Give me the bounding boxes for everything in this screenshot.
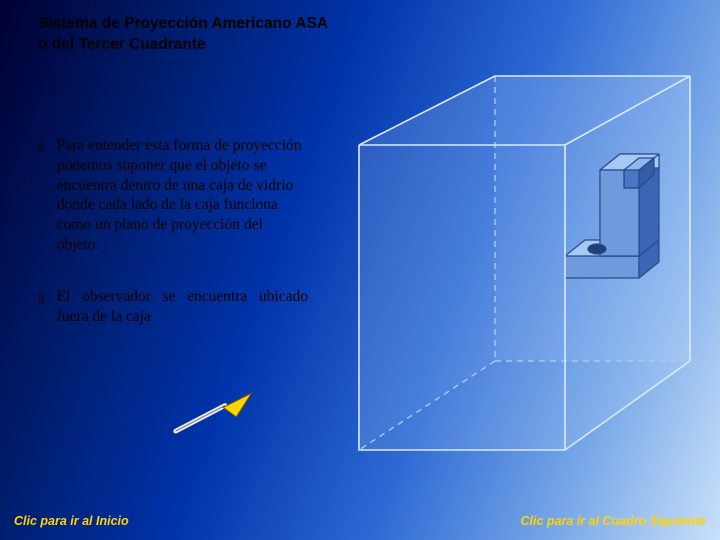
bullet-list: § Para entender esta forma de proyección…	[38, 136, 308, 359]
projection-box-diagram	[347, 70, 702, 470]
bullet-item: § Para entender esta forma de proyección…	[38, 136, 308, 255]
slide-title: Sistema de Proyección Americano ASAo del…	[38, 14, 328, 56]
box-hidden-edges	[359, 76, 690, 450]
box-bottom-panel	[359, 361, 690, 450]
bullet-item: § El observador se encuentra ubicado fue…	[38, 287, 308, 327]
bullet-marker-icon: §	[38, 136, 45, 255]
object-hole	[588, 244, 606, 254]
box-back-panel	[495, 76, 690, 361]
box-visible-edges	[359, 76, 690, 450]
arrow-head-icon	[223, 393, 251, 417]
bullet-text: Para entender esta forma de proyección p…	[57, 136, 308, 255]
nav-home-link[interactable]: Clic para ir al Inicio	[14, 514, 129, 528]
observer-arrow	[170, 390, 260, 440]
arrow-shaft-outline	[176, 406, 225, 432]
bullet-marker-icon: §	[38, 287, 45, 327]
projected-object	[565, 154, 659, 278]
arrow-shaft	[176, 406, 225, 432]
nav-next-link[interactable]: Clic para ir al Cuadro Siguiente	[521, 514, 706, 528]
box-left-panel	[359, 76, 495, 450]
bullet-text: El observador se encuentra ubicado fuera…	[57, 287, 308, 327]
